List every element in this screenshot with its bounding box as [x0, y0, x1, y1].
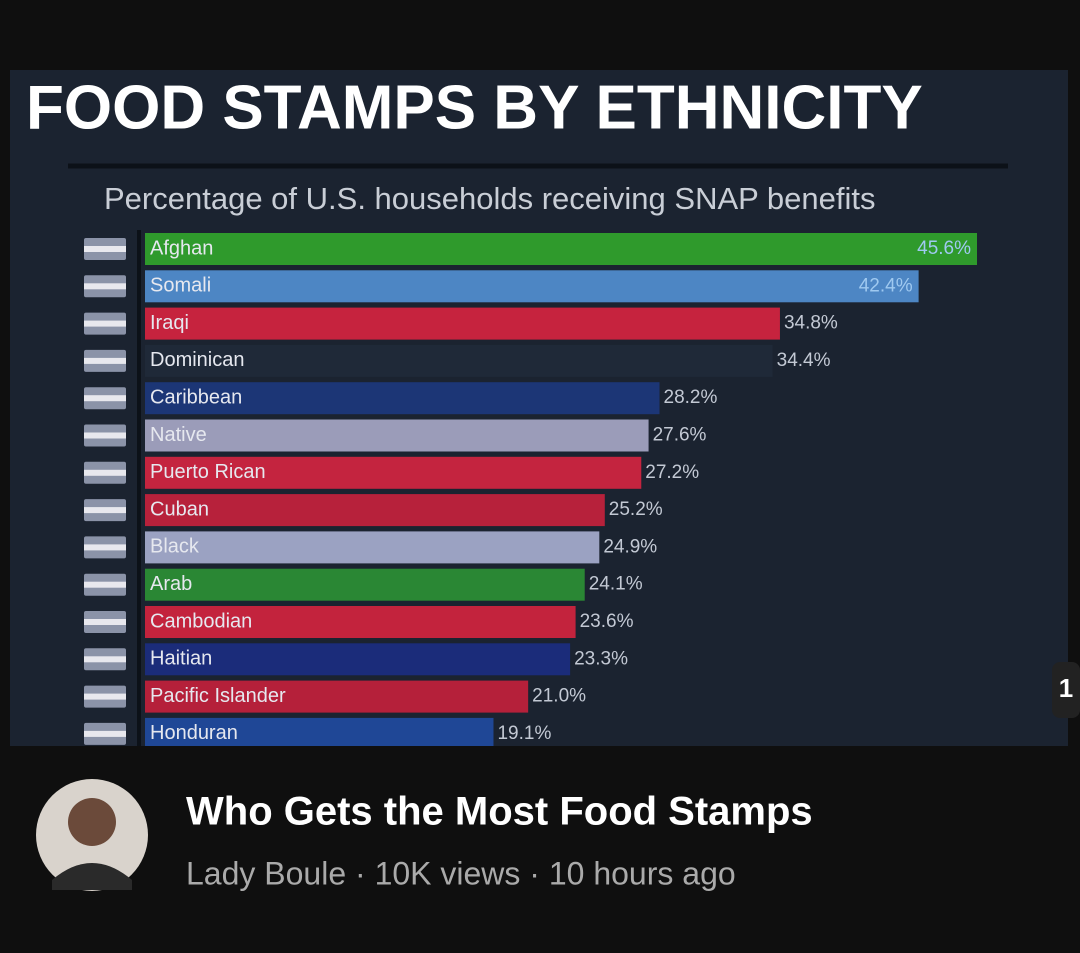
flag-stripe — [84, 469, 126, 476]
flag-stripe — [84, 581, 126, 588]
video-meta: Lady Boule · 10K views · 10 hours ago — [186, 855, 736, 891]
value-label: 27.6% — [653, 425, 707, 446]
category-label: Arab — [150, 573, 192, 595]
bar — [145, 531, 600, 564]
flag-stripe — [84, 320, 126, 327]
bar — [145, 344, 773, 377]
flag-stripe — [84, 357, 126, 364]
value-label: 34.4% — [777, 350, 831, 371]
category-label: Native — [150, 424, 207, 446]
value-label: 25.2% — [609, 499, 663, 520]
category-label: Puerto Rican — [150, 461, 266, 483]
chart-title: FOOD STAMPS BY ETHNICITY — [26, 73, 923, 142]
value-label: 24.1% — [589, 574, 643, 595]
avatar-face — [68, 798, 116, 846]
side-badge[interactable] — [1052, 662, 1080, 718]
flag-stripe — [84, 395, 126, 402]
category-label: Haitian — [150, 648, 212, 670]
flag-stripe — [84, 544, 126, 551]
value-label: 23.6% — [580, 611, 634, 632]
category-label: Iraqi — [150, 312, 189, 334]
value-label: 27.2% — [645, 462, 699, 483]
category-label: Honduran — [150, 722, 238, 744]
side-badge-text: 1 — [1059, 673, 1073, 703]
bar — [145, 307, 780, 340]
bar — [145, 382, 660, 415]
bar — [145, 568, 585, 601]
flag-stripe — [84, 693, 126, 700]
flag-stripe — [84, 432, 126, 439]
value-label: 34.8% — [784, 313, 838, 334]
bar — [145, 717, 494, 750]
flag-stripe — [84, 283, 126, 290]
flag-stripe — [84, 246, 126, 252]
category-label: Somali — [150, 275, 211, 297]
flag-stripe — [84, 619, 126, 625]
video-title[interactable]: Who Gets the Most Food Stamps — [186, 790, 813, 834]
value-label: 45.6% — [917, 238, 971, 259]
flag-stripe — [84, 507, 126, 514]
category-label: Cuban — [150, 498, 209, 520]
bar — [145, 680, 529, 713]
bar — [145, 419, 649, 452]
category-label: Cambodian — [150, 610, 252, 632]
bar — [145, 494, 605, 527]
category-label: Black — [150, 536, 200, 558]
bar — [145, 643, 571, 676]
category-label: Pacific Islander — [150, 685, 286, 707]
value-label: 21.0% — [532, 686, 586, 707]
value-label: 24.9% — [603, 536, 657, 557]
video-info — [0, 746, 1080, 948]
flag-stripe — [84, 730, 126, 737]
value-label: 19.1% — [497, 723, 551, 744]
bar — [145, 270, 919, 303]
bar — [145, 233, 977, 265]
category-label: Afghan — [150, 237, 213, 259]
value-label: 28.2% — [664, 387, 718, 408]
bar — [145, 606, 576, 638]
avatar-body — [52, 863, 132, 890]
value-label: 42.4% — [859, 275, 913, 296]
category-label: Caribbean — [150, 386, 242, 408]
bar — [145, 456, 642, 489]
chart-subtitle: Percentage of U.S. households receiving … — [104, 181, 875, 216]
flag-stripe — [84, 656, 126, 663]
value-label: 23.3% — [574, 648, 628, 669]
category-label: Dominican — [150, 349, 244, 371]
